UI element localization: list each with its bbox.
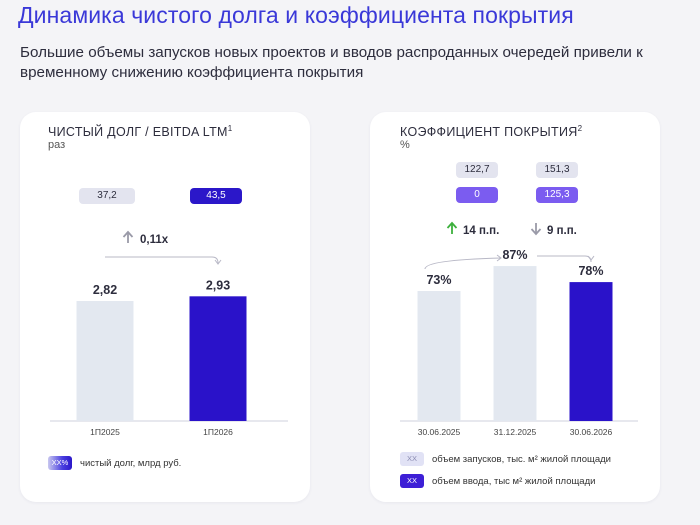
- bar-30.06.2026: [569, 282, 613, 421]
- net-debt-pill-2025: 37,2: [79, 188, 135, 204]
- change-label: 9 п.п.: [547, 225, 577, 237]
- bar-31.12.2025: [493, 266, 537, 421]
- coverage-card: КОЭФФИЦИЕНТ ПОКРЫТИЯ2 % 122,7 0 151,3 12…: [370, 112, 660, 502]
- legend-swatch: XX: [400, 452, 424, 466]
- change-label: 0,11x: [140, 234, 169, 246]
- arrow-down-icon: [530, 223, 542, 236]
- change-connector-1: [424, 257, 502, 270]
- legend-net-debt: XX% чистый долг, млрд руб.: [48, 456, 181, 470]
- x-tick-label: 1П2025: [90, 427, 120, 437]
- legend-label: чистый долг, млрд руб.: [80, 457, 182, 469]
- launch-pill-2025h2: 122,7: [456, 162, 498, 178]
- change-connector-2: [537, 255, 592, 263]
- launch-pill-2026h1: 151,3: [536, 162, 578, 178]
- bar-value-label: 2,93: [206, 278, 230, 292]
- net-debt-plot: 2,82 1П2025 2,93 1П2026 0,11x: [50, 230, 288, 437]
- change-connector-1-head: [496, 254, 502, 262]
- bar-30.06.2025: [417, 291, 461, 421]
- x-tick-label: 30.06.2025: [418, 427, 461, 437]
- net-debt-pill-2026: 43,5: [190, 188, 242, 204]
- legend-swatch: XX: [400, 474, 424, 488]
- page-subtitle: Большие объемы запусков новых проектов и…: [20, 44, 643, 81]
- bar-value-label: 87%: [502, 248, 527, 262]
- change-connector: [105, 256, 219, 264]
- legend-completion: XX объем ввода, тыс м² жилой площади: [400, 474, 595, 488]
- bar-1П2026: [189, 296, 247, 421]
- net-debt-card: ЧИСТЫЙ ДОЛГ / EBITDA LTM1 раз 37,2 43,5 …: [20, 112, 310, 502]
- coverage-plot: 73% 30.06.2025 87% 31.12.2025 78% 30.06.2026 1…: [400, 221, 638, 437]
- legend-label: объем запусков, тыс. м² жилой площади: [432, 453, 611, 465]
- chart-title: ЧИСТЫЙ ДОЛГ / EBITDA LTM1: [48, 124, 233, 139]
- change-label: 14 п.п.: [463, 225, 499, 237]
- legend-swatch: XX%: [48, 456, 72, 470]
- arrow-up-icon: [446, 221, 458, 234]
- completion-pill-2025h2: 0: [456, 187, 498, 203]
- bar-value-label: 2,82: [93, 283, 117, 297]
- x-tick-label: 1П2026: [203, 427, 233, 437]
- legend-label: объем ввода, тыс м² жилой площади: [432, 475, 596, 487]
- chart-title: КОЭФФИЦИЕНТ ПОКРЫТИЯ2: [400, 124, 583, 139]
- chart-unit: раз: [48, 139, 66, 151]
- bar-value-label: 78%: [578, 264, 603, 278]
- bar-value-label: 73%: [426, 273, 451, 287]
- bar-1П2025: [76, 301, 134, 421]
- x-tick-label: 30.06.2026: [570, 427, 613, 437]
- completion-pill-2026h1: 125,3: [536, 187, 578, 203]
- arrow-up-icon: [122, 230, 134, 243]
- chart-unit: %: [400, 139, 410, 151]
- page-title: Динамика чистого долга и коэффициента по…: [18, 2, 574, 28]
- legend-launch: XX объем запусков, тыс. м² жилой площади: [400, 452, 611, 466]
- change-connector-2-head: [587, 255, 595, 261]
- change-connector-head: [214, 259, 222, 265]
- x-tick-label: 31.12.2025: [494, 427, 537, 437]
